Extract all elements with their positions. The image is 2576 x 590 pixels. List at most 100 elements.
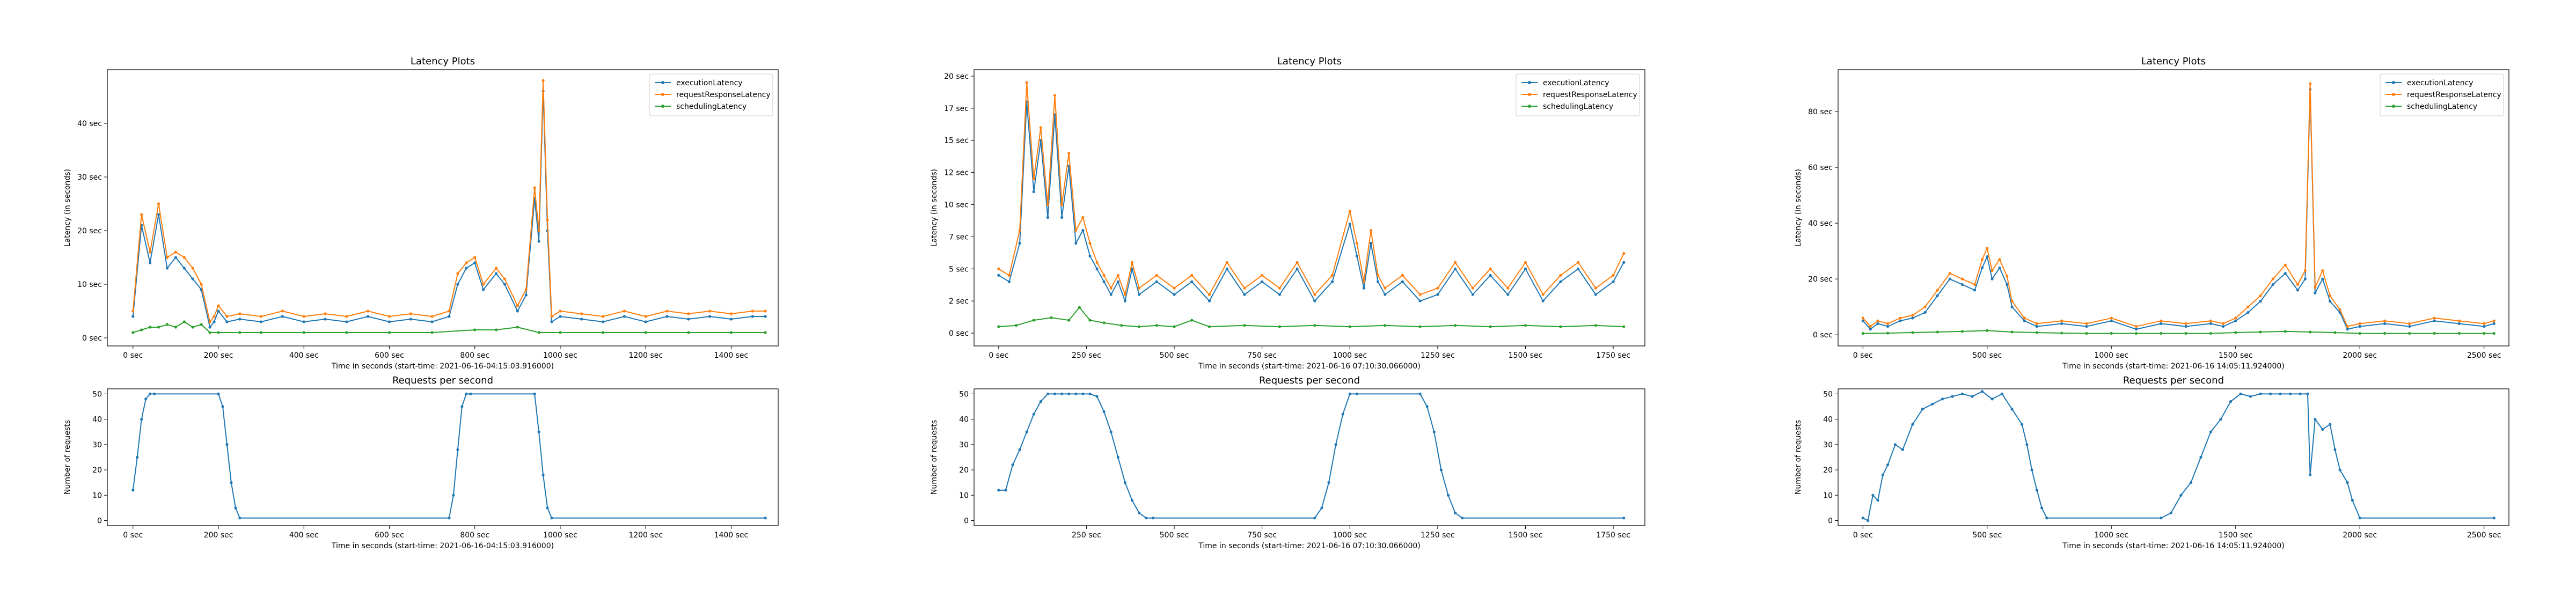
data-point bbox=[1876, 322, 1879, 325]
data-point bbox=[2160, 331, 2163, 335]
chart-5: Latency Plots 0 sec 500 sec 1000 sec 1500 se… bbox=[1794, 56, 2509, 371]
data-point bbox=[1060, 203, 1064, 206]
data-point bbox=[1039, 126, 1042, 129]
data-point bbox=[200, 283, 203, 286]
data-point bbox=[729, 318, 733, 321]
plot-frame bbox=[974, 69, 1645, 346]
data-point bbox=[1973, 283, 1977, 286]
data-point bbox=[1102, 280, 1106, 283]
x-tick-label: 200 sec bbox=[204, 351, 233, 360]
data-point bbox=[1060, 392, 1064, 396]
legend: executionLatency requestResponseLatency sc… bbox=[649, 73, 773, 116]
data-point bbox=[149, 261, 152, 264]
legend-box bbox=[2380, 73, 2504, 116]
x-tick-label: 1500 sec bbox=[2219, 531, 2253, 540]
x-tick-label: 1500 sec bbox=[1509, 351, 1543, 360]
data-point bbox=[1116, 280, 1119, 283]
data-point bbox=[580, 312, 583, 315]
data-point bbox=[1866, 519, 1870, 522]
data-point bbox=[533, 186, 536, 189]
data-point bbox=[208, 320, 211, 323]
data-point bbox=[2085, 322, 2088, 325]
data-point bbox=[1886, 322, 1890, 325]
data-point bbox=[2457, 322, 2461, 325]
data-point bbox=[1923, 311, 1927, 314]
data-point bbox=[238, 312, 241, 315]
data-point bbox=[1208, 299, 1211, 303]
series-line-requestResponseLatency bbox=[132, 80, 766, 323]
x-tick-label: 1750 sec bbox=[1596, 351, 1630, 360]
data-point bbox=[1313, 293, 1316, 296]
data-point bbox=[157, 326, 160, 329]
data-point bbox=[1998, 266, 2001, 269]
y-axis-label: Latency (in seconds) bbox=[930, 169, 939, 247]
y-tick-label: 0 bbox=[97, 517, 102, 526]
data-point bbox=[1418, 325, 1422, 328]
data-point bbox=[1088, 392, 1092, 396]
data-point bbox=[473, 328, 477, 331]
data-point bbox=[644, 331, 647, 334]
data-point bbox=[345, 315, 348, 318]
data-point bbox=[1313, 517, 1316, 520]
x-tick-label: 1250 sec bbox=[1421, 351, 1455, 360]
data-point bbox=[2110, 319, 2113, 322]
data-point bbox=[2169, 511, 2172, 514]
data-point bbox=[473, 256, 477, 259]
data-point bbox=[2303, 277, 2307, 281]
data-point bbox=[2306, 392, 2309, 396]
data-point bbox=[751, 309, 754, 313]
data-point bbox=[2351, 499, 2354, 502]
data-point bbox=[1348, 392, 1351, 396]
data-point bbox=[537, 229, 540, 232]
data-point bbox=[1011, 463, 1014, 467]
data-point bbox=[387, 331, 391, 334]
data-point bbox=[541, 79, 545, 82]
data-point bbox=[1355, 241, 1358, 245]
data-point bbox=[191, 267, 194, 270]
data-point bbox=[1074, 228, 1078, 232]
data-point bbox=[131, 309, 135, 313]
data-point bbox=[1018, 241, 1021, 245]
data-point bbox=[764, 331, 767, 334]
data-point bbox=[1032, 178, 1035, 181]
data-point bbox=[430, 331, 434, 334]
data-point bbox=[1341, 412, 1344, 416]
y-tick-label: 30 bbox=[1823, 441, 1833, 449]
data-point bbox=[1018, 228, 1021, 232]
data-point bbox=[1330, 274, 1334, 277]
x-tick-label: 1200 sec bbox=[628, 351, 663, 360]
data-point bbox=[460, 405, 464, 408]
legend-marker bbox=[1528, 81, 1531, 84]
data-point bbox=[1261, 280, 1264, 283]
data-point bbox=[1524, 324, 1527, 327]
data-point bbox=[345, 320, 348, 323]
data-point bbox=[1102, 410, 1106, 414]
data-point bbox=[1899, 319, 1902, 322]
data-point bbox=[1004, 489, 1007, 492]
plot-area bbox=[997, 81, 1626, 328]
data-point bbox=[2045, 517, 2048, 520]
data-point bbox=[1050, 316, 1053, 319]
y-tick-label: 7 sec bbox=[949, 233, 969, 241]
data-point bbox=[1471, 286, 1474, 290]
data-point bbox=[1980, 258, 1984, 261]
data-point bbox=[1046, 392, 1050, 396]
y-tick-label: 40 bbox=[1823, 416, 1833, 424]
data-point bbox=[1418, 392, 1422, 396]
data-point bbox=[1081, 216, 1085, 219]
data-point bbox=[2271, 283, 2274, 286]
y-tick-label: 50 bbox=[1823, 390, 1833, 399]
x-tick-label: 600 sec bbox=[375, 531, 404, 540]
y-tick-label: 0 sec bbox=[82, 334, 102, 343]
data-point bbox=[687, 318, 690, 321]
data-point bbox=[516, 309, 519, 313]
data-point bbox=[1225, 261, 1228, 264]
data-point bbox=[2492, 319, 2496, 322]
x-tick-label: 1000 sec bbox=[543, 531, 577, 540]
data-point bbox=[601, 331, 605, 334]
data-point bbox=[494, 272, 498, 275]
data-point bbox=[140, 328, 143, 331]
data-point bbox=[2110, 316, 2113, 320]
legend-label: requestResponseLatency bbox=[2407, 91, 2501, 99]
